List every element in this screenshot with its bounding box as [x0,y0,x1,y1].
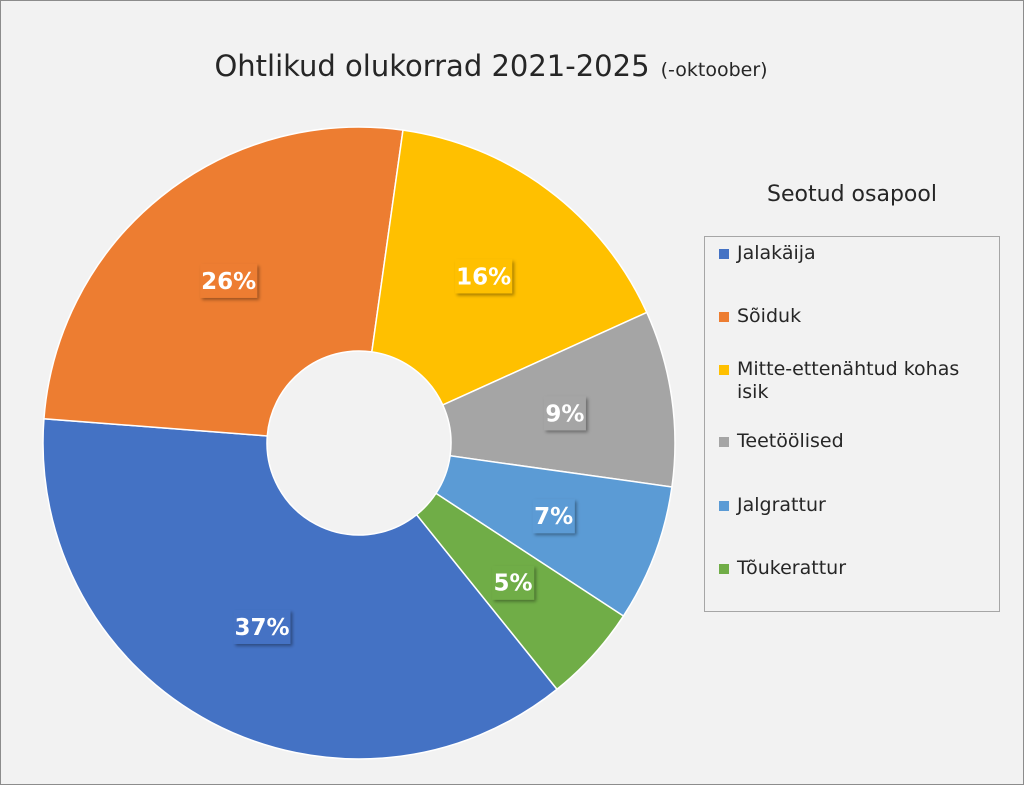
legend-label: Jalgrattur [737,494,826,516]
data-label: 9% [545,401,584,427]
data-label: 26% [201,269,256,295]
legend-item: Sõiduk [719,305,994,328]
data-label-box [492,565,535,600]
data-label-box [532,499,575,534]
data-label-box [543,396,586,431]
data-label-group: 9% [543,396,586,431]
legend-swatch [719,437,729,447]
chart-subtitle: (-oktoober) [661,59,768,81]
data-label: 37% [234,615,289,641]
slices [42,126,676,760]
data-label-group: 26% [200,263,258,298]
legend-label: Tõukerattur [737,557,847,579]
data-label-group: 5% [492,565,535,600]
legend-label: Jalakäija [737,242,816,264]
chart-title: Ohtlikud olukorrad 2021-2025 [214,49,649,83]
legend-label: Mitte-ettenähtud kohas isik [737,358,960,403]
legend-label: Teetöölised [737,430,844,452]
legend-title: Seotud osapool [767,182,937,207]
data-label-group: 37% [233,609,291,644]
legend-item: Jalgrattur [719,494,994,517]
data-label-box [200,263,258,298]
legend-item: Jalakäija [719,242,994,265]
legend-swatch [719,249,729,259]
data-label-group: 7% [532,499,575,534]
legend-item: Mitte-ettenähtud kohas isik [719,358,994,404]
slice [42,417,559,760]
data-label: 16% [456,264,511,290]
legend: Jalakäija Sõiduk Mitte-ettenähtud kohas is… [704,236,1000,612]
legend-swatch [719,501,729,511]
labels: 37% 26% 16% 9% 7% 5% [200,259,586,644]
data-label-box [233,609,291,644]
legend-swatch [719,564,729,574]
data-label: 5% [494,571,533,597]
data-label-box [455,259,513,294]
legend-swatch [719,365,729,375]
chart-title-group: Ohtlikud olukorrad 2021-2025 (-oktoober) [214,49,767,83]
legend-item: Teetöölised [719,430,994,453]
legend-label: Sõiduk [737,305,802,327]
data-label-group: 16% [455,259,513,294]
legend-swatch [719,312,729,322]
legend-item: Tõukerattur [719,557,994,580]
data-label: 7% [534,504,573,530]
